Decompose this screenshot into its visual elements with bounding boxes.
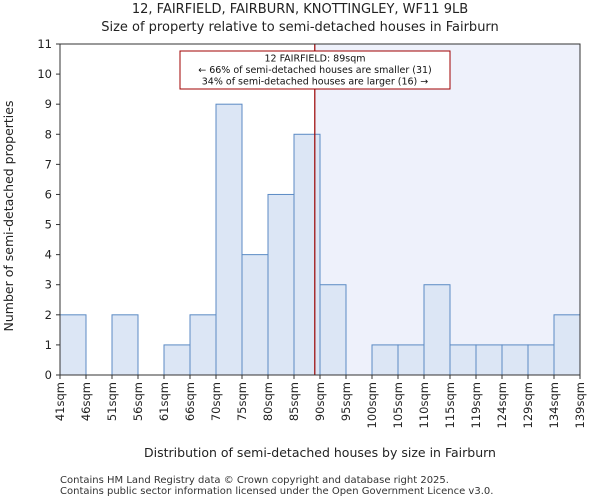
y-tick-label: 0 (45, 368, 52, 382)
bars-group (59, 103, 581, 376)
x-tick-label: 56sqm (131, 382, 145, 421)
x-tick-label: 66sqm (183, 382, 197, 421)
bar-110sqm (423, 284, 451, 376)
bar-90sqm (319, 284, 347, 376)
chart-subtitle: Size of property relative to semi-detach… (101, 20, 499, 35)
y-axis-label: Number of semi-detached properties (1, 101, 16, 332)
bar-124sqm (501, 344, 529, 376)
chart-title: 12, FAIRFIELD, FAIRBURN, KNOTTINGLEY, WF… (132, 2, 468, 17)
x-tick-label: 85sqm (287, 382, 301, 421)
y-tick-label: 1 (45, 338, 52, 352)
bar-85sqm (293, 133, 321, 376)
x-axis-label: Distribution of semi-detached houses by … (144, 445, 496, 460)
x-tick-label: 124sqm (495, 382, 509, 428)
y-tick-label: 3 (45, 278, 52, 292)
y-tick-label: 8 (45, 127, 52, 141)
y-tick-label: 6 (45, 187, 52, 201)
x-tick-label: 139sqm (573, 382, 587, 428)
x-tick-label: 70sqm (209, 382, 223, 421)
y-tick-label: 9 (45, 97, 52, 111)
x-tick-label: 95sqm (339, 382, 353, 421)
x-tick-label: 80sqm (261, 382, 275, 421)
bar-70sqm (215, 103, 243, 376)
x-tick-label: 105sqm (391, 382, 405, 428)
x-tick-label: 41sqm (53, 382, 67, 421)
annotation-line-3: 34% of semi-detached houses are larger (… (202, 77, 429, 88)
x-tick-label: 75sqm (235, 382, 249, 421)
x-tick-label: 129sqm (521, 382, 535, 428)
bar-105sqm (397, 344, 425, 376)
y-tick-label: 2 (45, 308, 52, 322)
x-tick-label: 119sqm (469, 382, 483, 428)
x-tick-label: 110sqm (417, 382, 431, 428)
y-tick-label: 4 (45, 248, 52, 262)
annotation-line-1: 12 FAIRFIELD: 89sqm (264, 54, 365, 65)
annotation-frame (179, 50, 451, 90)
x-tick-label: 51sqm (105, 382, 119, 421)
x-tick-label: 46sqm (79, 382, 93, 421)
bar-100sqm (371, 344, 399, 376)
x-tick-label: 61sqm (157, 382, 171, 421)
y-tick-label: 10 (37, 67, 52, 81)
bar-41sqm (59, 314, 87, 376)
bar-115sqm (449, 344, 477, 376)
x-tick-label: 134sqm (547, 382, 561, 428)
bar-61sqm (163, 344, 191, 376)
footer-line-1: Contains HM Land Registry data © Crown c… (60, 475, 449, 486)
y-tick-label: 5 (45, 218, 52, 232)
x-ticks: 41sqm 46sqm 51sqm 56sqm 61sqm 66sqm 70sqm 75sqm… (53, 375, 587, 428)
footer-line-2: Contains public sector information licen… (60, 486, 493, 497)
bar-51sqm (111, 314, 139, 376)
x-tick-label: 90sqm (313, 382, 327, 421)
bar-129sqm (527, 344, 555, 376)
annotation-line-2: ← 66% of semi-detached houses are smalle… (198, 65, 432, 76)
y-tick-label: 7 (45, 157, 52, 171)
bar-66sqm (189, 314, 217, 376)
x-tick-label: 100sqm (365, 382, 379, 428)
bar-119sqm (475, 344, 503, 376)
annotation-box: 12 FAIRFIELD: 89sqm ← 66% of semi-detach… (179, 50, 451, 90)
y-ticks: 0 1 2 3 4 5 6 7 8 9 10 11 (37, 37, 60, 382)
bar-134sqm (553, 314, 581, 376)
bar-80sqm (267, 193, 295, 376)
bar-75sqm (241, 254, 269, 376)
y-tick-label: 11 (37, 37, 52, 51)
x-tick-label: 115sqm (443, 382, 457, 428)
